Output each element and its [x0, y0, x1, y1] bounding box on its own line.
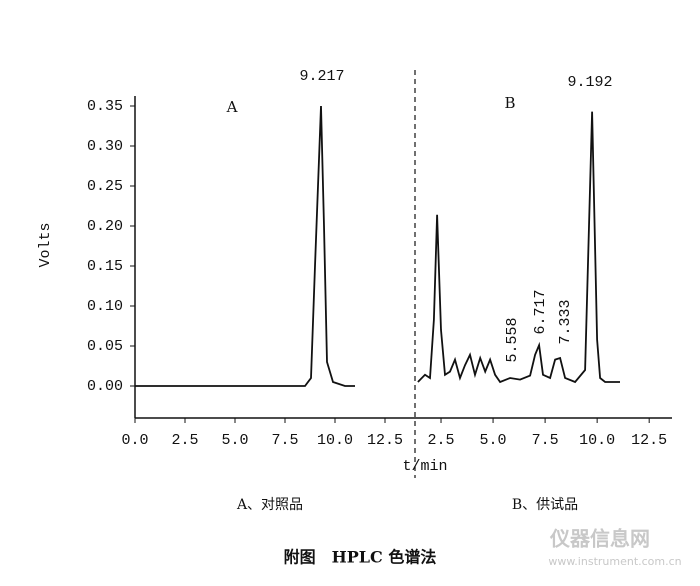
x-tick-label: 12.5: [367, 432, 403, 449]
y-tick-label: 0.25: [87, 178, 123, 195]
x-tick-label: 5.0: [480, 432, 507, 449]
y-tick-label: 0.05: [87, 338, 123, 355]
panel-label: A: [226, 98, 238, 116]
panel-label: B: [504, 94, 515, 112]
y-tick-label: 0.00: [87, 378, 123, 395]
y-tick-label: 0.15: [87, 258, 123, 275]
y-tick-label: 0.35: [87, 98, 123, 115]
x-axis-label: t/min: [402, 458, 447, 475]
peak-label: 7.333: [557, 299, 574, 344]
watermark: 仪器信息网: [549, 527, 650, 551]
trace: [135, 105, 355, 387]
x-tick-label: 5.0: [221, 432, 248, 449]
x-tick-label: 0.0: [121, 432, 148, 449]
x-tick-label: 10.0: [579, 432, 615, 449]
peak-label: 9.217: [299, 68, 344, 85]
x-tick-label: 7.5: [271, 432, 298, 449]
y-axis-label: Volts: [37, 222, 54, 267]
caption: B、供试品: [512, 497, 578, 513]
x-tick-label: 2.5: [428, 432, 455, 449]
peak-label: 5.558: [504, 317, 521, 362]
y-tick-label: 0.10: [87, 298, 123, 315]
peak-label: 9.192: [567, 74, 612, 91]
watermark: www.instrument.com.cn: [548, 555, 681, 568]
x-tick-label: 7.5: [532, 432, 559, 449]
x-tick-label: 10.0: [317, 432, 353, 449]
y-tick-label: 0.20: [87, 218, 123, 235]
x-tick-label: 2.5: [171, 432, 198, 449]
y-tick-label: 0.30: [87, 138, 123, 155]
trace: [417, 111, 620, 384]
peak-label: 6.717: [532, 289, 549, 334]
figure-title: 附图 HPLC 色谱法: [284, 548, 437, 567]
caption: A、对照品: [236, 497, 303, 513]
x-tick-label: 12.5: [631, 432, 667, 449]
